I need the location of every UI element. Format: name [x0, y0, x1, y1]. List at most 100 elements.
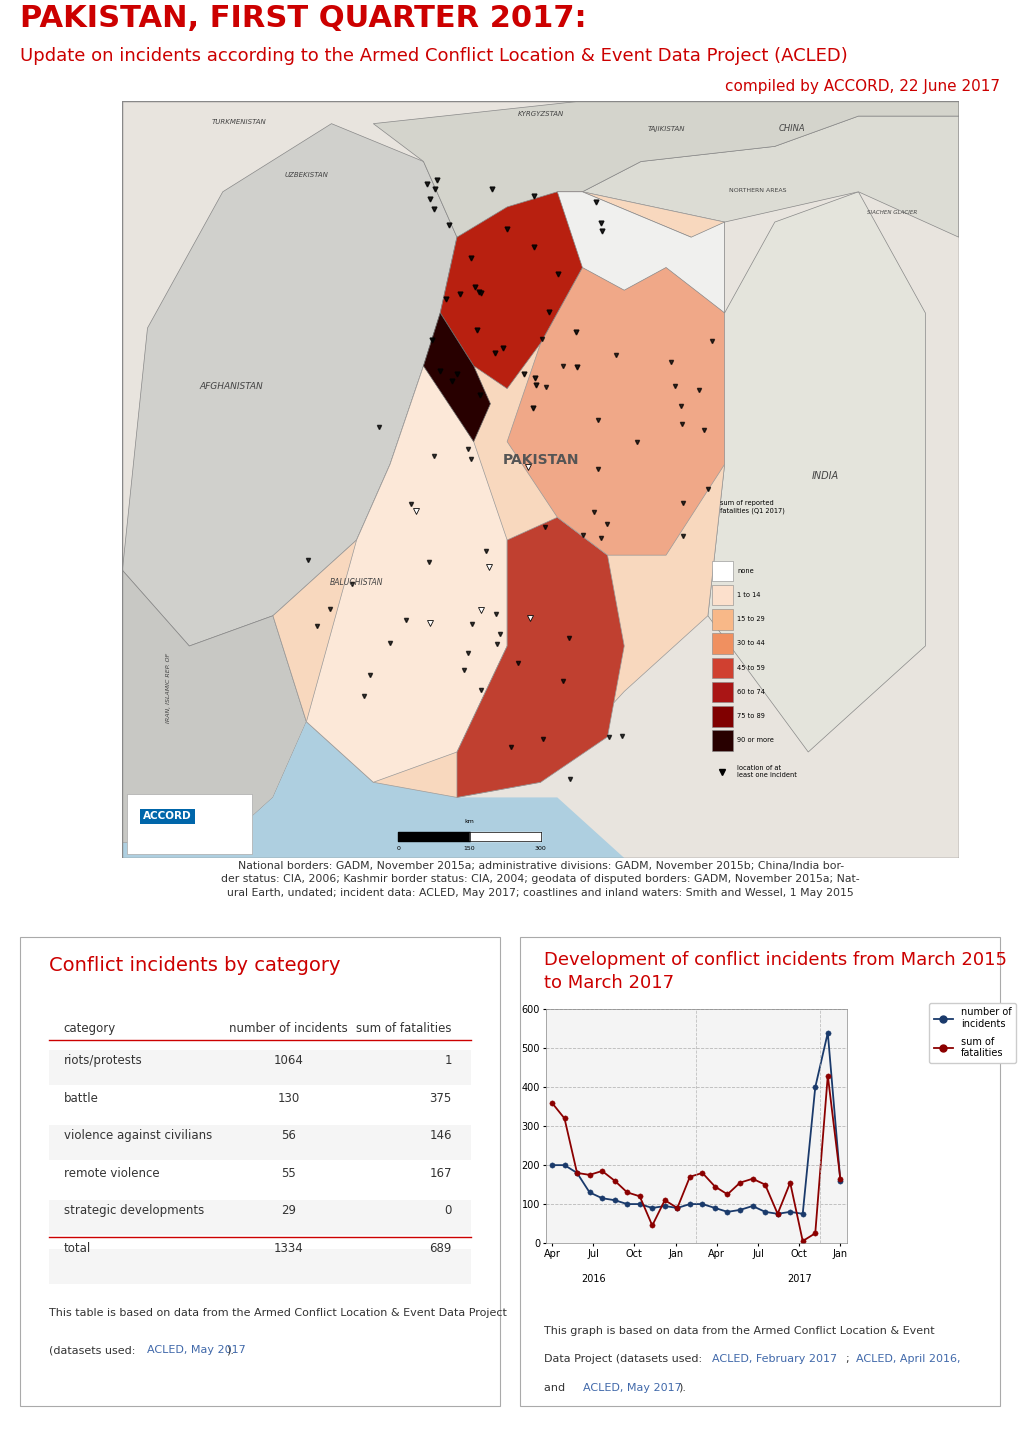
Text: TURKMENISTAN: TURKMENISTAN	[212, 118, 267, 124]
Polygon shape	[122, 124, 457, 646]
Text: battle: battle	[63, 1092, 98, 1105]
Text: 689: 689	[429, 1242, 451, 1255]
FancyBboxPatch shape	[711, 585, 733, 606]
FancyBboxPatch shape	[49, 1249, 471, 1283]
Text: 55: 55	[281, 1167, 296, 1180]
Legend: number of
incidents, sum of
fatalities: number of incidents, sum of fatalities	[927, 1002, 1015, 1063]
FancyBboxPatch shape	[49, 1087, 471, 1122]
FancyBboxPatch shape	[711, 609, 733, 630]
FancyBboxPatch shape	[20, 937, 499, 1406]
Polygon shape	[707, 192, 924, 753]
Text: 130: 130	[277, 1092, 300, 1105]
Text: National borders: GADM, November 2015a; administrative divisions: GADM, November: National borders: GADM, November 2015a; …	[221, 861, 859, 897]
FancyBboxPatch shape	[711, 633, 733, 653]
FancyBboxPatch shape	[126, 793, 252, 854]
Polygon shape	[373, 101, 958, 236]
Text: 146: 146	[429, 1129, 451, 1142]
Text: 0: 0	[396, 846, 399, 851]
Text: CHINA: CHINA	[777, 124, 804, 133]
Text: sum of fatalities: sum of fatalities	[356, 1021, 451, 1035]
FancyBboxPatch shape	[122, 101, 958, 858]
Text: 300: 300	[534, 846, 546, 851]
FancyBboxPatch shape	[49, 1125, 471, 1159]
Text: PAKISTAN: PAKISTAN	[501, 453, 579, 467]
Text: riots/protests: riots/protests	[63, 1054, 143, 1067]
Text: 56: 56	[281, 1129, 296, 1142]
Text: ACLED, February 2017: ACLED, February 2017	[711, 1354, 837, 1364]
Text: INDIA: INDIA	[811, 472, 838, 482]
Text: strategic developments: strategic developments	[63, 1204, 204, 1217]
Text: none: none	[737, 568, 753, 574]
Text: PAKISTAN, FIRST QUARTER 2017:: PAKISTAN, FIRST QUARTER 2017:	[20, 4, 587, 33]
FancyBboxPatch shape	[49, 1200, 471, 1234]
Text: ACCORD: ACCORD	[143, 812, 192, 822]
Text: ACLED, May 2017: ACLED, May 2017	[582, 1383, 681, 1393]
FancyBboxPatch shape	[49, 1050, 471, 1084]
Text: ;: ;	[846, 1354, 853, 1364]
Polygon shape	[556, 192, 723, 313]
Text: ACLED, May 2017: ACLED, May 2017	[148, 1345, 246, 1355]
FancyBboxPatch shape	[520, 937, 999, 1406]
Text: Update on incidents according to the Armed Conflict Location & Event Data Projec: Update on incidents according to the Arm…	[20, 48, 848, 65]
Text: This graph is based on data from the Armed Conflict Location & Event: This graph is based on data from the Arm…	[544, 1327, 933, 1337]
Polygon shape	[122, 570, 306, 842]
Text: 375: 375	[429, 1092, 451, 1105]
Text: Conflict incidents by category: Conflict incidents by category	[49, 956, 340, 975]
Text: location of at
least one incident: location of at least one incident	[737, 764, 796, 779]
Text: violence against civilians: violence against civilians	[63, 1129, 212, 1142]
Text: 15 to 29: 15 to 29	[737, 616, 764, 623]
FancyBboxPatch shape	[711, 730, 733, 751]
Text: 150: 150	[464, 846, 475, 851]
FancyBboxPatch shape	[711, 658, 733, 678]
Polygon shape	[440, 192, 582, 388]
Polygon shape	[273, 192, 723, 797]
Text: UZBEKISTAN: UZBEKISTAN	[284, 172, 328, 177]
Text: and: and	[544, 1383, 569, 1393]
FancyBboxPatch shape	[49, 1162, 471, 1197]
Text: (datasets used:: (datasets used:	[49, 1345, 139, 1355]
Text: category: category	[63, 1021, 116, 1035]
Text: 30 to 44: 30 to 44	[737, 640, 764, 646]
Text: 1 to 14: 1 to 14	[737, 593, 760, 598]
Text: ).: ).	[678, 1383, 686, 1393]
Text: 60 to 74: 60 to 74	[737, 689, 764, 695]
Polygon shape	[423, 313, 490, 441]
Text: 2016: 2016	[580, 1273, 605, 1283]
Polygon shape	[506, 192, 723, 555]
Text: remote violence: remote violence	[63, 1167, 159, 1180]
Text: This table is based on data from the Armed Conflict Location & Event Data Projec: This table is based on data from the Arm…	[49, 1308, 506, 1318]
Text: Development of conflict incidents from March 2015
to March 2017: Development of conflict incidents from M…	[544, 952, 1006, 992]
Text: km: km	[464, 819, 474, 825]
Text: compiled by ACCORD, 22 June 2017: compiled by ACCORD, 22 June 2017	[723, 79, 999, 94]
Text: 2017: 2017	[786, 1273, 811, 1283]
Text: 1334: 1334	[274, 1242, 304, 1255]
Polygon shape	[122, 721, 624, 858]
Text: ).: ).	[226, 1345, 234, 1355]
Text: SIACHEN GLACIER: SIACHEN GLACIER	[866, 211, 916, 215]
Text: 29: 29	[281, 1204, 297, 1217]
Polygon shape	[306, 366, 506, 782]
Text: ACLED, April 2016,: ACLED, April 2016,	[855, 1354, 959, 1364]
Text: 167: 167	[429, 1167, 451, 1180]
FancyBboxPatch shape	[711, 561, 733, 581]
Text: IRAN, ISLAMIC REP. OF: IRAN, ISLAMIC REP. OF	[166, 653, 171, 722]
Text: 0: 0	[444, 1204, 451, 1217]
Text: total: total	[63, 1242, 91, 1255]
Text: KYRGYZSTAN: KYRGYZSTAN	[517, 111, 564, 117]
Text: BALUCHISTAN: BALUCHISTAN	[329, 578, 383, 587]
Text: TAJIKISTAN: TAJIKISTAN	[647, 127, 684, 133]
Text: 1: 1	[444, 1054, 451, 1067]
FancyBboxPatch shape	[711, 707, 733, 727]
Polygon shape	[582, 115, 958, 236]
Text: 45 to 59: 45 to 59	[737, 665, 764, 671]
Text: Data Project (datasets used:: Data Project (datasets used:	[544, 1354, 705, 1364]
Text: NORTHERN AREAS: NORTHERN AREAS	[729, 187, 786, 193]
FancyBboxPatch shape	[711, 682, 733, 702]
Text: AFGHANISTAN: AFGHANISTAN	[199, 382, 263, 391]
Polygon shape	[457, 518, 624, 797]
Text: number of incidents: number of incidents	[229, 1021, 347, 1035]
Text: 90 or more: 90 or more	[737, 737, 773, 744]
Text: 75 to 89: 75 to 89	[737, 714, 764, 720]
Text: 1064: 1064	[274, 1054, 304, 1067]
Text: sum of reported
fatalities (Q1 2017): sum of reported fatalities (Q1 2017)	[719, 499, 785, 513]
